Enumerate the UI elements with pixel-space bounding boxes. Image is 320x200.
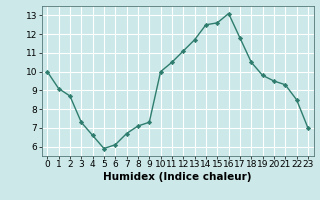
X-axis label: Humidex (Indice chaleur): Humidex (Indice chaleur) <box>103 172 252 182</box>
